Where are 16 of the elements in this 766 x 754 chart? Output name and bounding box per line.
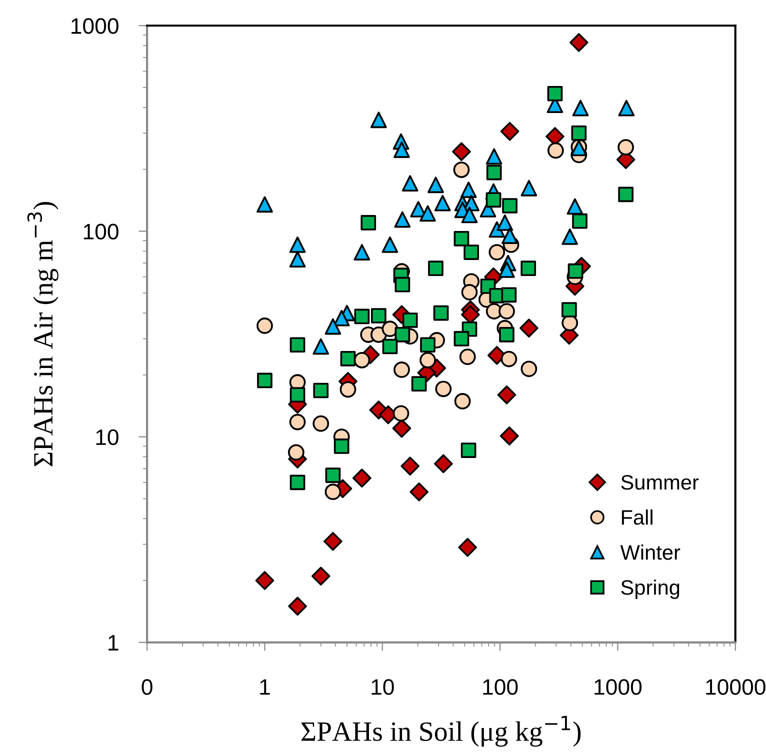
x-tick-label: 100 [483, 679, 518, 695]
legend-label: Fall [622, 509, 652, 525]
y-tick-label: 10 [96, 429, 118, 446]
y-tick-label: 1 [108, 635, 118, 650]
y-tick-label: 1000 [72, 18, 118, 34]
legend-label: Winter [620, 544, 680, 560]
x-tick-label: 1 [260, 679, 270, 695]
legend-label: Summer [621, 474, 699, 490]
x-tick-label: 0 [142, 679, 152, 695]
y-axis-title: ΣPAHs in Air (ng m$^{−3}$) [27, 202, 58, 466]
legend-label: Spring [621, 580, 680, 599]
x-axis-title: ΣPAHs in Soil (μg kg$^{−1}$) [301, 716, 581, 747]
x-tick-label: 10000 [706, 679, 766, 695]
x-tick-label: 10 [372, 679, 394, 695]
y-tick-label: 100 [84, 224, 118, 240]
x-tick-label: 1000 [594, 679, 642, 695]
